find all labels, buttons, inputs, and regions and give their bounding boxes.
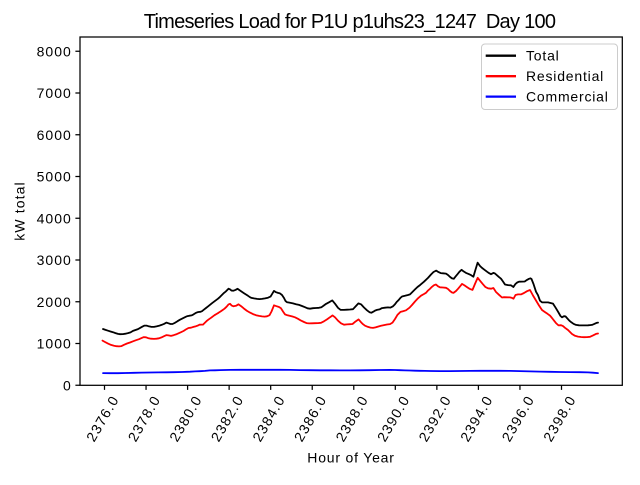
svg-text:3000: 3000 — [37, 252, 72, 268]
svg-text:1000: 1000 — [37, 336, 72, 352]
svg-text:8000: 8000 — [37, 43, 72, 59]
svg-text:kW total: kW total — [12, 181, 28, 240]
svg-text:Commercial: Commercial — [526, 89, 609, 105]
svg-text:7000: 7000 — [37, 85, 72, 101]
svg-text:4000: 4000 — [37, 210, 72, 226]
svg-text:Timeseries Load for P1U p1uhs2: Timeseries Load for P1U p1uhs23_1247 Day… — [144, 11, 556, 33]
svg-text:Hour of Year: Hour of Year — [307, 449, 394, 465]
svg-text:Residential: Residential — [526, 68, 604, 84]
svg-text:2000: 2000 — [37, 294, 72, 310]
svg-text:6000: 6000 — [37, 127, 72, 143]
svg-text:0: 0 — [63, 377, 72, 393]
svg-text:Total: Total — [526, 48, 560, 64]
svg-text:5000: 5000 — [37, 169, 72, 185]
